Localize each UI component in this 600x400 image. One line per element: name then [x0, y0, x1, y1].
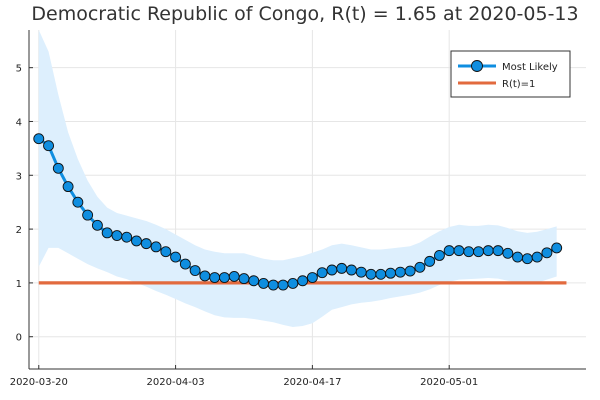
data-point: [287, 277, 299, 289]
y-tick-label-0: 0: [16, 333, 22, 344]
data-point: [209, 272, 221, 283]
data-point: [297, 275, 309, 287]
data-point: [258, 277, 269, 289]
data-point: [189, 265, 201, 276]
data-point: [218, 272, 230, 283]
legend-box: [450, 50, 571, 98]
data-point: [433, 250, 445, 261]
data-point: [473, 246, 484, 258]
legend-label-most-likely: Most Likely: [502, 62, 558, 73]
data-point: [170, 251, 182, 263]
data-point: [424, 255, 436, 267]
y-tick-label-2: 2: [16, 225, 22, 236]
data-point: [248, 275, 260, 287]
data-point: [463, 246, 475, 258]
data-point: [385, 267, 397, 279]
y-tick-label-4: 4: [16, 117, 22, 128]
data-point: [43, 140, 54, 152]
series-layer: [33, 133, 567, 291]
data-point: [306, 272, 318, 283]
data-point: [140, 238, 152, 250]
x-tick-label-0: 2020-03-20: [10, 377, 68, 388]
data-point: [404, 265, 416, 277]
data-point: [52, 162, 64, 174]
data-point: [453, 245, 465, 257]
data-point: [443, 245, 455, 257]
data-point: [541, 247, 553, 259]
data-point: [531, 251, 543, 263]
data-point: [267, 279, 279, 291]
data-point: [33, 133, 45, 145]
legend-marker-most-likely: [471, 60, 483, 72]
y-tick-label-1: 1: [16, 279, 22, 290]
data-point: [394, 266, 406, 278]
data-point: [365, 268, 377, 280]
data-point: [238, 273, 250, 285]
data-point: [414, 261, 426, 273]
data-point: [91, 219, 103, 231]
y-tick-label-5: 5: [16, 64, 22, 75]
data-point: [336, 262, 348, 274]
data-point: [121, 231, 133, 243]
data-point: [482, 245, 494, 257]
data-point: [521, 253, 533, 265]
data-point: [502, 247, 514, 259]
data-point: [228, 270, 240, 282]
data-point: [512, 251, 524, 263]
data-point: [179, 258, 191, 270]
x-tick-label-3: 2020-05-01: [420, 377, 478, 388]
chart-title: Democratic Republic of Congo, R(t) = 1.6…: [31, 3, 578, 25]
data-point: [101, 227, 113, 239]
y-tick-label-3: 3: [16, 171, 22, 182]
data-point: [355, 266, 367, 278]
data-point: [551, 242, 563, 254]
data-point: [150, 241, 162, 253]
data-point: [160, 246, 172, 258]
data-point: [316, 267, 328, 279]
data-point: [492, 245, 504, 257]
data-point: [199, 270, 211, 282]
data-point: [72, 196, 84, 208]
x-tick-label-1: 2020-04-03: [147, 377, 205, 388]
legend: Most Likely R(t)=1: [450, 50, 571, 98]
legend-label-threshold: R(t)=1: [502, 79, 535, 90]
data-point: [111, 230, 123, 242]
data-point: [131, 235, 142, 247]
data-point: [62, 181, 74, 193]
data-point: [277, 279, 289, 291]
data-point: [346, 264, 357, 276]
axes-layer: 0 1 2 3 4 5 2020-03-20 2020-04-03 2020-04-17 2020…: [10, 30, 586, 388]
x-tick-label-2: 2020-04-17: [283, 377, 341, 388]
data-point: [326, 264, 338, 276]
data-point: [82, 209, 94, 221]
data-point: [375, 268, 387, 280]
